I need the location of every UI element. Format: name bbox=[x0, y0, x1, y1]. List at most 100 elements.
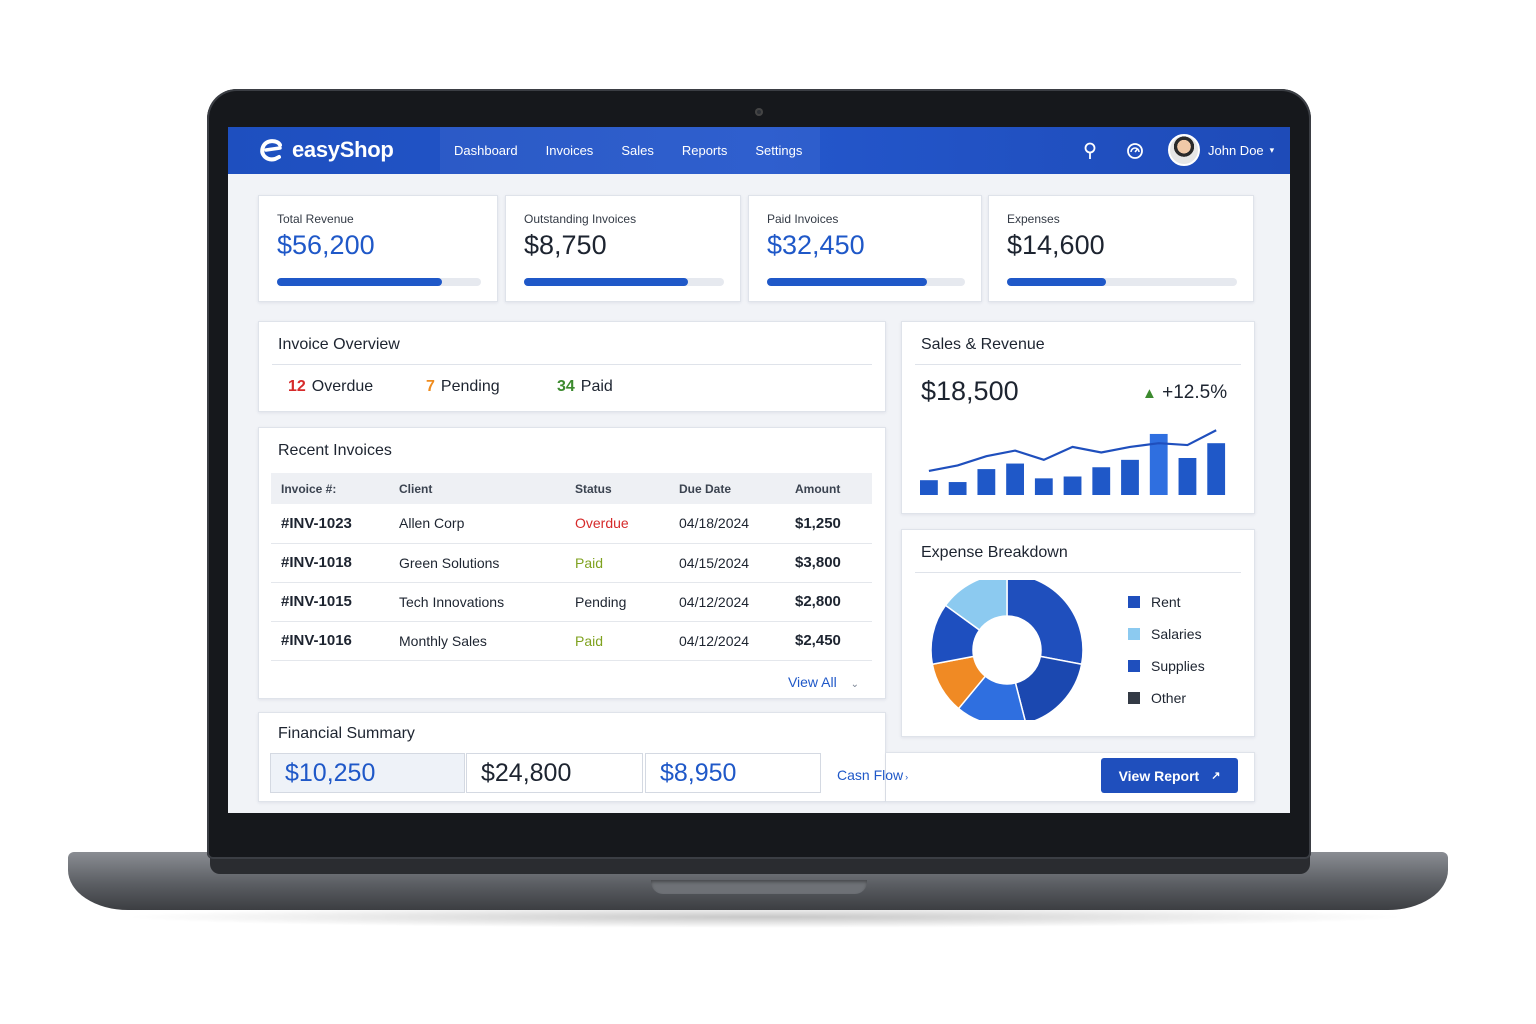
card-title: Expense Breakdown bbox=[921, 544, 1068, 561]
overview-pending[interactable]: 7 Pending bbox=[426, 378, 500, 396]
progress-track bbox=[767, 278, 965, 286]
legend-label: Supplies bbox=[1151, 658, 1205, 674]
table-row[interactable]: #INV-1023 Allen Corp Overdue 04/18/2024 … bbox=[271, 504, 872, 544]
chevron-right-icon: › bbox=[905, 772, 909, 782]
overview-paid[interactable]: 34 Paid bbox=[557, 378, 613, 396]
view-report-label: View Report bbox=[1118, 767, 1200, 784]
expense-donut-chart bbox=[930, 580, 1084, 720]
legend-item-salaries[interactable]: Salaries bbox=[1128, 626, 1202, 642]
stat-card-total-revenue: Total Revenue $56,200 bbox=[258, 195, 498, 302]
invoice-due: 04/18/2024 bbox=[669, 504, 785, 544]
user-name: John Doe bbox=[1208, 142, 1264, 158]
chart-bar bbox=[920, 480, 938, 495]
divider bbox=[272, 364, 872, 365]
stat-card-expenses: Expenses $14,600 bbox=[988, 195, 1254, 302]
invoice-amount: $2,800 bbox=[785, 582, 872, 622]
nav-settings[interactable]: Settings bbox=[755, 143, 803, 158]
chevron-down-icon: ⌄ bbox=[850, 679, 859, 690]
legend-item-rent[interactable]: Rent bbox=[1128, 594, 1181, 610]
table-row[interactable]: #INV-1015 Tech Innovations Pending 04/12… bbox=[271, 582, 872, 622]
sales-value: $18,500 bbox=[921, 376, 1019, 406]
donut-slice bbox=[1014, 655, 1083, 720]
overdue-label: Overdue bbox=[311, 378, 374, 395]
paid-count: 34 bbox=[557, 378, 575, 395]
table-row[interactable]: #INV-1018 Green Solutions Paid 04/15/202… bbox=[271, 543, 872, 583]
sales-chart bbox=[920, 429, 1226, 495]
invoice-status: Paid bbox=[565, 621, 669, 661]
legend-item-other[interactable]: Other bbox=[1128, 690, 1186, 706]
brand-logo[interactable]: easyShop bbox=[258, 136, 394, 164]
invoice-id: #INV-1018 bbox=[271, 543, 389, 583]
sales-change-value: +12.5% bbox=[1162, 382, 1228, 403]
paid-label: Paid bbox=[580, 378, 613, 395]
legend-swatch bbox=[1128, 692, 1140, 704]
settings-dial-icon[interactable] bbox=[1125, 141, 1145, 161]
donut-slice bbox=[1006, 580, 1084, 666]
legend-label: Salaries bbox=[1151, 626, 1202, 642]
view-report-button[interactable]: View Report ↗ bbox=[1101, 758, 1238, 793]
card-title: Recent Invoices bbox=[278, 442, 392, 459]
user-menu[interactable]: John Doe ▾ bbox=[1168, 134, 1274, 166]
legend-label: Rent bbox=[1151, 594, 1181, 610]
donut-slice bbox=[944, 580, 1008, 632]
invoice-status: Paid bbox=[565, 543, 669, 583]
view-all-link[interactable]: View All ⌄ bbox=[788, 674, 859, 690]
invoice-amount: $1,250 bbox=[785, 504, 872, 544]
view-all-label: View All bbox=[787, 674, 837, 690]
chart-bar bbox=[1121, 459, 1139, 495]
chart-bar bbox=[1006, 463, 1024, 495]
sales-revenue-card: Sales & Revenue $18,500 ▲ +12.5% bbox=[901, 321, 1255, 514]
table-row[interactable]: #INV-1016 Monthly Sales Paid 04/12/2024 … bbox=[271, 621, 872, 661]
nav-sales[interactable]: Sales bbox=[621, 143, 654, 158]
stat-value: $32,450 bbox=[767, 230, 865, 260]
stat-value: $56,200 bbox=[277, 230, 375, 260]
financial-value-3: $8,950 bbox=[645, 753, 821, 793]
col-due-date[interactable]: Due Date bbox=[669, 473, 785, 504]
laptop-shadow bbox=[120, 906, 1410, 928]
nav-dashboard[interactable]: Dashboard bbox=[454, 143, 518, 158]
invoice-status: Overdue bbox=[565, 504, 669, 544]
card-title: Sales & Revenue bbox=[921, 336, 1045, 353]
expense-breakdown-card: Expense Breakdown Rent Salaries Supplies… bbox=[901, 529, 1255, 737]
col-client[interactable]: Client bbox=[389, 473, 565, 504]
divider bbox=[915, 572, 1241, 573]
invoice-id: #INV-1016 bbox=[271, 621, 389, 661]
cash-flow-link[interactable]: Casn Flow › bbox=[837, 767, 908, 783]
avatar bbox=[1168, 134, 1200, 166]
invoice-id: #INV-1023 bbox=[271, 504, 389, 544]
progress-fill bbox=[767, 278, 928, 286]
pending-count: 7 bbox=[426, 378, 435, 395]
col-amount[interactable]: Amount bbox=[785, 473, 872, 504]
chart-bar bbox=[948, 482, 967, 495]
arrow-up-icon: ↗ bbox=[1211, 770, 1221, 782]
progress-track bbox=[1007, 278, 1237, 286]
card-title: Financial Summary bbox=[278, 725, 415, 742]
invoice-due: 04/15/2024 bbox=[669, 543, 785, 583]
progress-track bbox=[524, 278, 724, 286]
col-invoice[interactable]: Invoice #: bbox=[271, 473, 389, 504]
invoice-client: Tech Innovations bbox=[389, 582, 565, 622]
recent-invoices-card: Recent Invoices Invoice #: Client Status… bbox=[258, 427, 886, 699]
brand-name: easyShop bbox=[292, 137, 394, 162]
stat-value: $8,750 bbox=[524, 230, 607, 260]
nav-reports[interactable]: Reports bbox=[681, 143, 728, 158]
stat-label: Paid Invoices bbox=[767, 212, 839, 226]
camera-icon bbox=[755, 108, 763, 116]
overview-overdue[interactable]: 12 Overdue bbox=[288, 378, 373, 396]
laptop-notch bbox=[651, 880, 867, 894]
logo-icon bbox=[260, 139, 282, 162]
financial-value-2: $24,800 bbox=[466, 753, 643, 793]
col-status[interactable]: Status bbox=[565, 473, 669, 504]
financial-value-1: $10,250 bbox=[270, 753, 465, 793]
overdue-count: 12 bbox=[288, 378, 306, 395]
chart-bar bbox=[1034, 478, 1053, 495]
screen: easyShop Dashboard Invoices Sales Report… bbox=[228, 127, 1290, 813]
legend-item-supplies[interactable]: Supplies bbox=[1128, 658, 1205, 674]
progress-fill bbox=[1007, 278, 1106, 286]
invoice-id: #INV-1015 bbox=[271, 582, 389, 622]
stat-value: $14,600 bbox=[1007, 230, 1105, 260]
chart-bar bbox=[1149, 433, 1168, 495]
nav-invoices[interactable]: Invoices bbox=[545, 143, 594, 158]
location-pin-icon[interactable] bbox=[1080, 141, 1100, 161]
legend-label: Other bbox=[1151, 690, 1187, 706]
